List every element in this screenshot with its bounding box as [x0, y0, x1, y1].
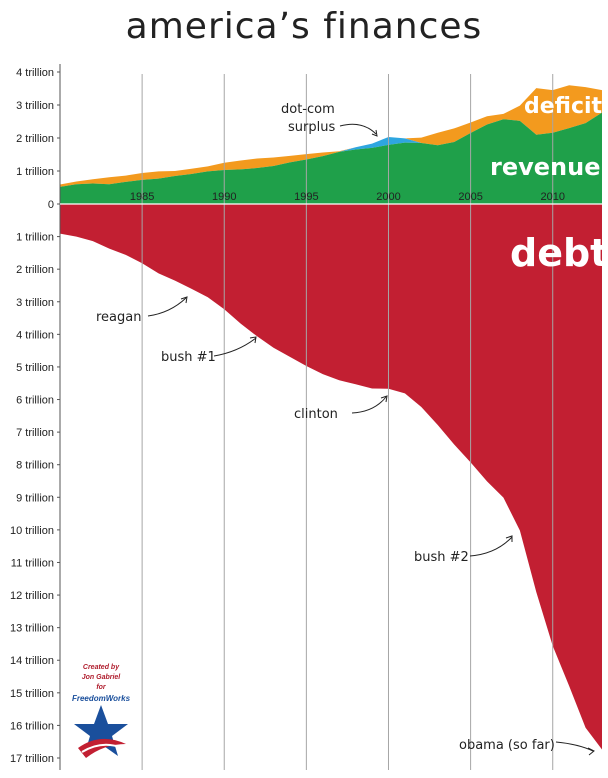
annotation-dotcom-line1: dot-com	[281, 102, 335, 117]
revenue-area	[60, 112, 602, 204]
x-tick-label: 1995	[294, 191, 318, 203]
y-tick-labels: 4 trillion 3 trillion 2 trillion 1 trillion…	[10, 67, 60, 765]
y-tick-label: 15 trillion	[10, 688, 54, 700]
credit-line-2: Jon Gabriel	[82, 674, 122, 681]
chart-grid	[141, 74, 554, 770]
debt-area	[60, 204, 602, 750]
annotation-bush2-text: bush #2	[414, 550, 469, 565]
annotation-bush1: bush #1	[161, 336, 257, 365]
y-tick-label: 3 trillion	[16, 297, 54, 309]
x-tick-label: 1990	[212, 191, 236, 203]
annotation-clinton: clinton	[294, 395, 388, 422]
y-tick-label: 9 trillion	[16, 492, 54, 504]
revenue-label: revenue	[490, 153, 600, 181]
credit-brand: FreedomWorks	[72, 694, 131, 703]
chart-title: america’s finances	[125, 6, 483, 47]
annotation-dotcom-line2: surplus	[288, 120, 335, 135]
x-tick-labels: 1985 1990 1995 2000 2005 2010	[130, 191, 565, 203]
annotation-bush2: bush #2	[414, 535, 513, 565]
y-tick-label: 4 trillion	[16, 329, 54, 341]
y-tick-label: 8 trillion	[16, 460, 54, 472]
deficit-area	[60, 85, 602, 187]
y-tick-label: 2 trillion	[16, 133, 54, 145]
y-tick-label: 2 trillion	[16, 264, 54, 276]
star-logo-icon	[74, 705, 128, 758]
annotation-reagan-text: reagan	[96, 310, 141, 325]
x-tick-label: 2000	[376, 191, 400, 203]
x-tick-label: 2005	[458, 191, 482, 203]
y-tick-label: 3 trillion	[16, 100, 54, 112]
x-tick-label: 1985	[130, 191, 154, 203]
annotation-obama-text: obama (so far)	[459, 738, 555, 753]
chart-axis	[59, 64, 602, 770]
annotation-dotcom: dot-com surplus	[281, 102, 378, 137]
y-tick-label: 1 trillion	[16, 166, 54, 178]
y-tick-label: 6 trillion	[16, 395, 54, 407]
annotation-obama: obama (so far)	[459, 738, 595, 756]
y-tick-label: 7 trillion	[16, 427, 54, 439]
y-tick-label: 4 trillion	[16, 67, 54, 79]
x-tick-label: 2010	[540, 191, 564, 203]
y-tick-label: 5 trillion	[16, 362, 54, 374]
y-tick-label: 10 trillion	[10, 525, 54, 537]
y-tick-label: 13 trillion	[10, 623, 54, 635]
credit-line-1: Created by	[83, 664, 120, 671]
annotation-bush1-text: bush #1	[161, 350, 216, 365]
credit-line-3: for	[96, 684, 107, 691]
y-tick-label: 1 trillion	[16, 232, 54, 244]
y-tick-label: 12 trillion	[10, 590, 54, 602]
annotation-reagan: reagan	[96, 296, 188, 325]
y-tick-label: 16 trillion	[10, 720, 54, 732]
y-tick-label: 17 trillion	[10, 753, 54, 765]
deficit-label: deficit	[524, 94, 603, 119]
y-tick-label: 11 trillion	[11, 557, 54, 569]
y-tick-label: 0	[48, 199, 54, 211]
debt-label: debt	[510, 231, 608, 275]
credit-block: Created by Jon Gabriel for FreedomWorks	[72, 664, 131, 758]
annotation-clinton-text: clinton	[294, 407, 338, 422]
chart-areas	[60, 85, 602, 750]
y-tick-label: 14 trillion	[10, 655, 54, 667]
